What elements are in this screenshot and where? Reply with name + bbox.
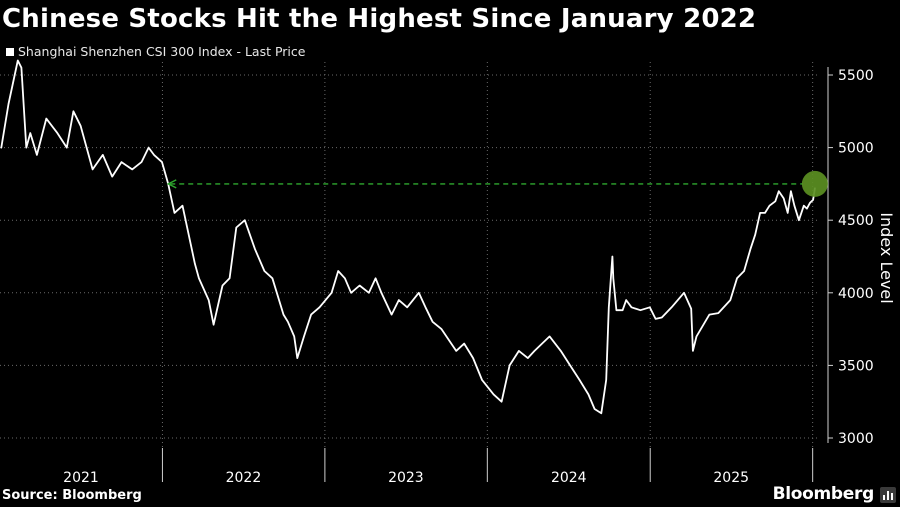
x-tick-label: 2025: [713, 470, 749, 486]
bloomberg-logo: Bloomberg: [772, 484, 875, 504]
x-tick-label: 2022: [226, 470, 262, 486]
y-tick-label: 3000: [838, 431, 874, 447]
y-tick-label: 5500: [838, 68, 874, 84]
series-line: [0, 59, 816, 415]
x-tick-label: 2024: [551, 470, 587, 486]
y-axis-title: Index Level: [877, 212, 896, 303]
chart-title: Chinese Stocks Hit the Highest Since Jan…: [2, 4, 757, 34]
annotation-layer: [166, 170, 828, 197]
source-note: Source: Bloomberg: [2, 488, 142, 503]
y-tick-label: 4000: [838, 286, 874, 302]
y-tick-label: 4500: [838, 213, 874, 229]
y-tick-label: 5000: [838, 141, 874, 157]
series-layer: [0, 59, 816, 415]
y-tick-label: 3500: [838, 358, 874, 374]
x-tick-label: 2023: [388, 470, 424, 486]
reference-arrowhead: [166, 179, 177, 189]
legend-swatch: [6, 47, 14, 56]
chart-legend: Shanghai Shenzhen CSI 300 Index - Last P…: [6, 44, 305, 59]
grid-layer: [0, 62, 818, 448]
bar-chart-icon: [880, 487, 896, 503]
highlight-marker: [801, 170, 828, 197]
legend-label: Shanghai Shenzhen CSI 300 Index - Last P…: [18, 44, 306, 59]
x-tick-label: 2021: [63, 470, 99, 486]
label-layer: 3000 3500 4000 4500 5000 5500 Index Level 2021 2…: [63, 68, 896, 486]
axis-layer: [161, 67, 833, 482]
